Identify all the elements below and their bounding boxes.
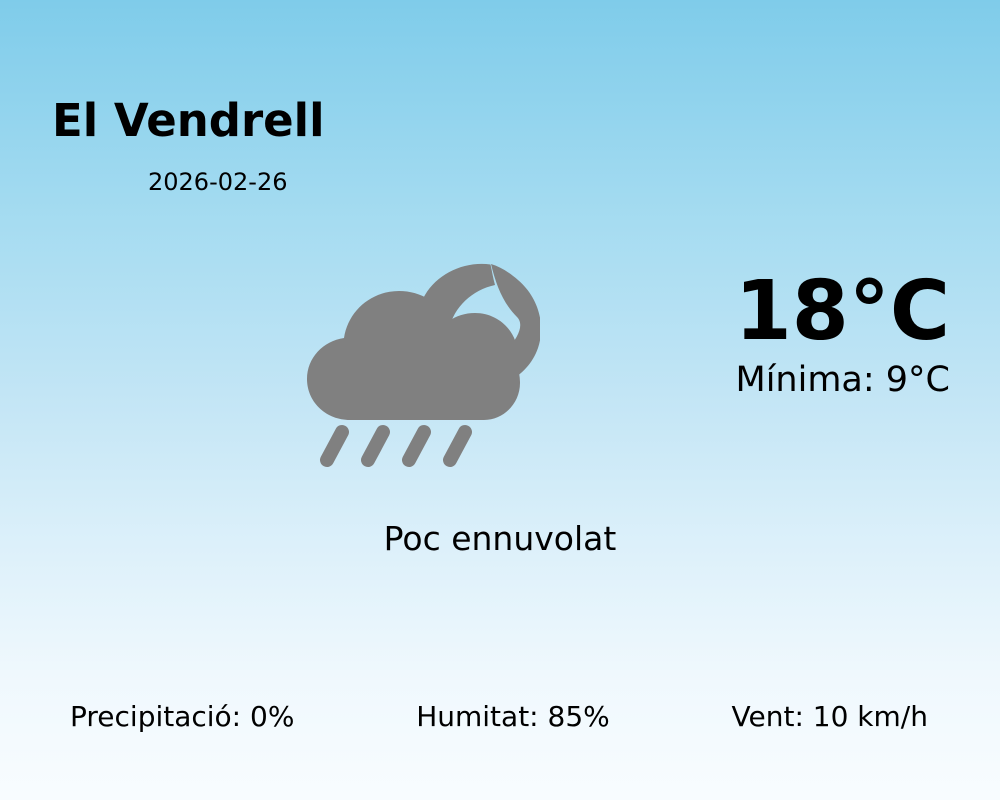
rain-streaks-icon <box>320 425 472 467</box>
current-temperature: 18°C <box>734 264 950 359</box>
wind-stat: Vent: 10 km/h <box>731 700 928 733</box>
temperature-block: 18°C Mínima: 9°C <box>735 270 950 398</box>
minimum-temperature: Mínima: 9°C <box>735 359 951 400</box>
page-title: El Vendrell <box>52 94 325 147</box>
forecast-date: 2026-02-26 <box>148 168 288 196</box>
cloud-icon <box>307 291 520 420</box>
weather-condition-text: Poc ennuvolat <box>383 519 617 558</box>
cloud-moon-rain-icon <box>290 255 540 480</box>
precipitation-stat: Precipitació: 0% <box>70 700 295 733</box>
weather-stats-row: Precipitació: 0% Humitat: 85% Vent: 10 k… <box>60 700 940 734</box>
humidity-stat: Humitat: 85% <box>416 700 610 733</box>
